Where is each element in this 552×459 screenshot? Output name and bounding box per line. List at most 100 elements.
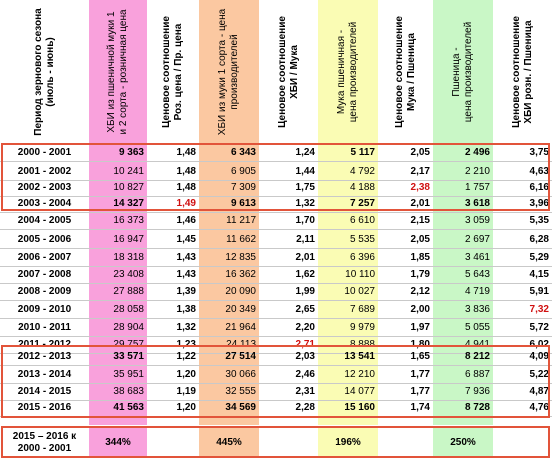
retail-producer-ratio-cell: 1,48 (176, 182, 196, 193)
bakery-flour-ratio-cell: 2,65 (295, 304, 315, 315)
retail-wheat-ratio-cell: 5,29 (529, 252, 549, 263)
retail-producer-ratio-cell: 1,48 (176, 147, 196, 158)
row-divider (0, 336, 552, 337)
producer-price-cell: 30 066 (225, 369, 256, 380)
retail-producer-ratio-cell: 1,46 (176, 215, 196, 226)
period-cell: 2008 - 2009 (17, 286, 72, 297)
wheat-price-cell: 5 643 (464, 269, 490, 280)
flour-wheat-ratio-cell: 1,74 (410, 402, 430, 413)
row-divider (0, 212, 552, 213)
table-row: 2005 - 2006 16 947 1,45 11 662 2,11 5 535 2,05… (0, 231, 552, 249)
producer-price-cell: 7 309 (230, 182, 256, 193)
producer-price-cell: 9 613 (230, 198, 256, 209)
bakery-flour-ratio-cell: 1,32 (295, 198, 315, 209)
table-row: 2004 - 2005 16 373 1,46 11 217 1,70 6 610 2,15… (0, 212, 552, 230)
producer-price-cell: 24 113 (226, 339, 256, 350)
retail-price-cell: 33 571 (113, 351, 144, 362)
bakery-flour-ratio-cell: 2,71 (295, 339, 315, 350)
wheat-price-cell: 4 719 (464, 286, 490, 297)
producer-price-cell: 20 090 (225, 286, 256, 297)
retail-producer-ratio-cell: 1,43 (176, 269, 196, 280)
retail-wheat-ratio-cell: 4,15 (529, 269, 549, 280)
retail-producer-ratio-cell: 1,19 (176, 386, 196, 397)
period-cell: 2014 - 2015 (17, 386, 72, 397)
retail-price-cell: 27 888 (113, 286, 144, 297)
table-row: 2014 - 2015 38 683 1,19 32 555 2,31 14 077 1,7… (0, 383, 552, 401)
producer-price-cell: 11 217 (226, 215, 256, 226)
wheat-price-cell: 2 697 (464, 234, 490, 245)
retail-price-cell: 28 904 (113, 322, 144, 333)
retail-wheat-ratio-cell: 4,76 (529, 402, 549, 413)
retail-producer-ratio-cell: 1,22 (176, 351, 196, 362)
retail-wheat-ratio-cell: 5,91 (529, 286, 549, 297)
wheat-price-cell: 8 212 (464, 351, 490, 362)
row-divider (0, 266, 552, 267)
header-flour-wheat-ratio: Ценовое соотношение Мука / Пшеница (393, 16, 417, 128)
retail-price-cell: 38 683 (113, 386, 144, 397)
table-row: 2001 - 2002 10 241 1,48 6 905 1,44 4 792 2,17 2… (0, 163, 552, 181)
table-row: 2010 - 2011 28 904 1,32 21 964 2,20 9 979 1,97… (0, 319, 552, 337)
retail-wheat-ratio-cell: 6,16 (529, 182, 549, 193)
flour-wheat-ratio-cell: 2,15 (410, 215, 430, 226)
flour-price-cell: 12 210 (344, 369, 375, 380)
header-flour-price: Мука пшеничная - цена производителей (336, 21, 359, 123)
row-divider (0, 400, 552, 401)
flour-price-cell: 7 689 (349, 304, 375, 315)
retail-producer-ratio-cell: 1,48 (176, 166, 196, 177)
retail-producer-ratio-cell: 1,38 (176, 304, 196, 315)
flour-wheat-ratio-cell: 1,65 (410, 351, 430, 362)
flour-wheat-ratio-cell: 2,05 (410, 234, 430, 245)
producer-price-cell: 32 555 (225, 386, 256, 397)
row-divider (0, 248, 552, 249)
row-divider (0, 353, 552, 354)
bakery-flour-ratio-cell: 2,28 (295, 402, 315, 413)
footer-producer-change: 445% (216, 437, 242, 448)
table-row: 2015 - 2016 41 563 1,20 34 569 2,28 15 160 1,7… (0, 399, 552, 417)
header-period: Период зернового сезона (июль - июнь) (32, 8, 56, 136)
retail-price-cell: 16 947 (113, 234, 144, 245)
retail-wheat-ratio-cell: 5,72 (529, 322, 549, 333)
retail-price-cell: 10 241 (113, 166, 144, 177)
wheat-price-cell: 3 836 (464, 304, 490, 315)
period-cell: 2011 - 2012 (18, 339, 71, 350)
period-cell: 2002 - 2003 (17, 182, 72, 193)
flour-wheat-ratio-cell: 2,17 (410, 166, 430, 177)
flour-price-cell: 5 535 (349, 234, 375, 245)
table-row: 2011 - 2012 29 757 1,23 24 113 2,71 8 888 1,80… (0, 336, 552, 354)
period-cell: 2007 - 2008 (17, 269, 72, 280)
flour-wheat-ratio-cell: 1,80 (410, 339, 430, 350)
retail-wheat-ratio-cell: 6,28 (529, 234, 549, 245)
producer-price-cell: 16 362 (225, 269, 256, 280)
table-row: 2009 - 2010 28 058 1,38 20 349 2,65 7 689 2,00… (0, 301, 552, 319)
period-cell: 2012 - 2013 (17, 351, 72, 362)
retail-producer-ratio-cell: 1,43 (176, 252, 196, 263)
period-cell: 2000 - 2001 (17, 147, 72, 158)
producer-price-cell: 11 662 (226, 234, 256, 245)
table-row: 2006 - 2007 18 318 1,43 12 835 2,01 6 396 1,85… (0, 249, 552, 267)
producer-price-cell: 34 569 (225, 402, 256, 413)
retail-wheat-ratio-cell: 5,35 (529, 215, 549, 226)
flour-price-cell: 6 396 (349, 252, 375, 263)
producer-price-cell: 6 905 (230, 166, 256, 177)
footer-period: 2015 – 2016 к 2000 - 2001 (12, 431, 77, 454)
flour-price-cell: 6 610 (349, 215, 375, 226)
retail-price-cell: 18 318 (113, 252, 144, 263)
header-producer-price: ХБИ из муки 1 сорта - цена производителе… (217, 8, 240, 136)
bakery-flour-ratio-cell: 1,75 (295, 182, 315, 193)
flour-wheat-ratio-cell: 2,38 (410, 182, 430, 193)
bakery-flour-ratio-cell: 2,20 (295, 322, 315, 333)
retail-wheat-ratio-cell: 3,75 (529, 147, 549, 158)
bakery-flour-ratio-cell: 1,99 (295, 286, 315, 297)
wheat-price-cell: 7 936 (464, 386, 490, 397)
header-retail-producer-ratio: Ценовое соотношение Роз. цена / Пр. цена (161, 16, 184, 128)
flour-price-cell: 4 188 (349, 182, 375, 193)
retail-price-cell: 28 058 (113, 304, 144, 315)
retail-producer-ratio-cell: 1,20 (176, 402, 196, 413)
retail-producer-ratio-cell: 1,39 (176, 286, 196, 297)
table-row: 2002 - 2003 10 827 1,48 7 309 1,75 4 188 2,38 1… (0, 179, 552, 197)
footer-flour-change: 196% (335, 437, 361, 448)
footer-retail-bg (89, 428, 147, 458)
retail-price-cell: 16 373 (113, 215, 144, 226)
wheat-price-cell: 1 757 (464, 182, 490, 193)
